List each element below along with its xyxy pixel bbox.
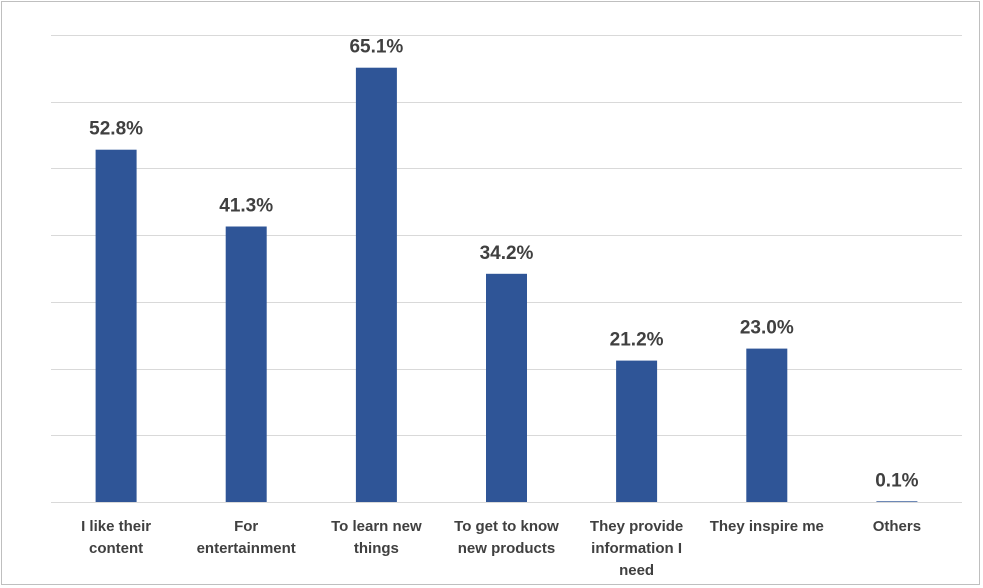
category-label-line: things bbox=[354, 540, 399, 557]
category-label-line: To learn new bbox=[331, 518, 422, 535]
category-label-line: I like their bbox=[81, 518, 151, 535]
bar bbox=[355, 67, 397, 502]
bar bbox=[486, 273, 527, 502]
category-label: I like their content bbox=[81, 518, 151, 557]
category-label: They inspire me bbox=[710, 518, 824, 535]
data-label: 34.2% bbox=[480, 243, 534, 264]
category-label: To get to know new products bbox=[454, 518, 559, 557]
category-label-line: They provide bbox=[590, 518, 683, 535]
bar bbox=[225, 226, 267, 502]
bar bbox=[95, 149, 137, 502]
category-label-line: new products bbox=[458, 540, 556, 557]
bars bbox=[95, 67, 918, 502]
bar bbox=[876, 501, 918, 502]
category-label-line: To get to know bbox=[454, 518, 559, 535]
data-label: 65.1% bbox=[349, 37, 403, 58]
data-label: 0.1% bbox=[875, 470, 918, 491]
category-label-line: Others bbox=[873, 518, 921, 535]
gridlines bbox=[51, 35, 962, 503]
category-label-line: For bbox=[234, 518, 258, 535]
data-label: 23.0% bbox=[740, 318, 794, 339]
data-labels: 52.8% 41.3% 65.1% 34.2% 21.2% 23.0% 0.1% bbox=[89, 37, 918, 492]
category-label-line: entertainment bbox=[197, 540, 296, 557]
bar bbox=[616, 360, 658, 502]
category-label: To learn new things bbox=[331, 518, 422, 557]
bar bbox=[746, 348, 788, 502]
data-label: 52.8% bbox=[89, 119, 143, 140]
category-label-line: need bbox=[619, 562, 654, 579]
data-label: 21.2% bbox=[610, 330, 664, 351]
category-label-line: They inspire me bbox=[710, 518, 824, 535]
category-label-line: information I bbox=[591, 540, 682, 557]
category-label-line: content bbox=[89, 540, 143, 557]
data-label: 41.3% bbox=[219, 196, 273, 217]
category-label: For entertainment bbox=[197, 518, 296, 557]
category-labels: I like their content For entertainment To le… bbox=[81, 518, 921, 579]
category-label: They provide information I need bbox=[590, 518, 683, 579]
category-label: Others bbox=[873, 518, 921, 535]
